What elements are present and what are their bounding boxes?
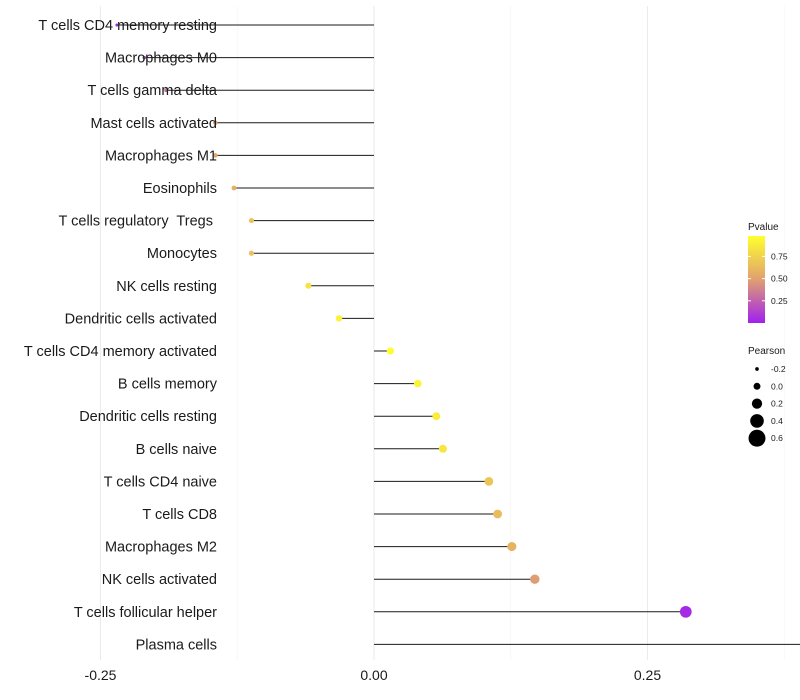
lollipop-point [484, 477, 494, 486]
lollipop-point [115, 23, 119, 27]
lollipop-point [248, 218, 255, 224]
pvalue-colorbar [748, 236, 765, 323]
lollipop-point [386, 347, 395, 355]
y-tick-label: T cells CD4 naive [104, 474, 217, 490]
size-legend-label: 0.4 [771, 416, 783, 426]
lollipop-point [305, 282, 312, 289]
pearson-legend-title: Pearson [748, 346, 785, 357]
lollipop-point [231, 185, 237, 191]
stems [116, 24, 800, 645]
lollipop-point [335, 315, 343, 322]
y-tick-label: Monocytes [147, 246, 217, 262]
pvalue-legend-title: Pvalue [748, 222, 779, 233]
size-legend-dot [753, 382, 761, 390]
y-tick-label: Macrophages M1 [105, 148, 217, 164]
y-tick-label: Mast cells activated [90, 116, 217, 132]
lollipop-point [413, 379, 422, 388]
size-legend-dot [755, 367, 759, 371]
x-tick-label: -0.25 [85, 667, 117, 683]
legend: Pvalue 0.25 0.50 0.75 Pearson -0.2 0.0 0.2 0.… [748, 222, 788, 447]
y-tick-label: T cells CD4 memory resting [38, 18, 217, 34]
y-tick-label: Dendritic cells activated [65, 311, 217, 327]
y-tick-label: NK cells resting [116, 279, 217, 295]
lollipop-point [438, 444, 447, 453]
colorbar-tick-label: 0.25 [771, 296, 788, 306]
size-legend-label: 0.0 [771, 381, 783, 391]
colorbar-tick-label: 0.75 [771, 251, 788, 261]
lollipop-point [213, 120, 218, 126]
y-tick-label: Plasma cells [136, 637, 217, 653]
y-tick-label: Macrophages M0 [105, 51, 217, 67]
size-legend-dot [748, 429, 766, 447]
y-tick-label: B cells naive [136, 442, 217, 458]
x-tick-label: 0.25 [634, 667, 661, 683]
size-legend-label: 0.2 [771, 399, 783, 409]
points [115, 23, 692, 618]
x-axis-ticks: -0.250.000.250.50 [85, 667, 662, 683]
y-tick-label: T cells follicular helper [74, 605, 217, 621]
lollipop-point [213, 153, 218, 158]
y-axis-labels: T cells CD4 memory resting Macrophages M0… [24, 18, 218, 653]
lollipop-point [164, 88, 169, 93]
lollipop-point [493, 509, 503, 519]
y-tick-label: Macrophages M2 [105, 540, 217, 556]
size-legend-label: -0.2 [771, 364, 786, 374]
lollipop-point [142, 55, 147, 60]
lollipop-point [507, 542, 517, 552]
size-legend-dot [750, 414, 764, 428]
y-tick-label: Dendritic cells resting [79, 409, 217, 425]
lollipop-point [432, 412, 441, 421]
size-legend-dot [751, 398, 763, 409]
lollipop-point [679, 605, 692, 618]
lollipop-point [530, 574, 540, 584]
colorbar-tick-label: 0.50 [771, 274, 788, 284]
y-tick-label: T cells regulatory Tregs [59, 214, 218, 230]
x-tick-label: 0.00 [360, 667, 387, 683]
y-tick-label: NK cells activated [102, 572, 217, 588]
lollipop-point [248, 250, 255, 256]
y-tick-label: T cells CD4 memory activated [24, 344, 217, 360]
y-tick-label: T cells gamma delta [88, 83, 218, 99]
y-tick-label: B cells memory [118, 377, 218, 393]
y-tick-label: Eosinophils [143, 181, 217, 197]
y-tick-label: T cells CD8 [142, 507, 217, 523]
size-legend-label: 0.6 [771, 433, 783, 443]
grid [99, 6, 785, 660]
